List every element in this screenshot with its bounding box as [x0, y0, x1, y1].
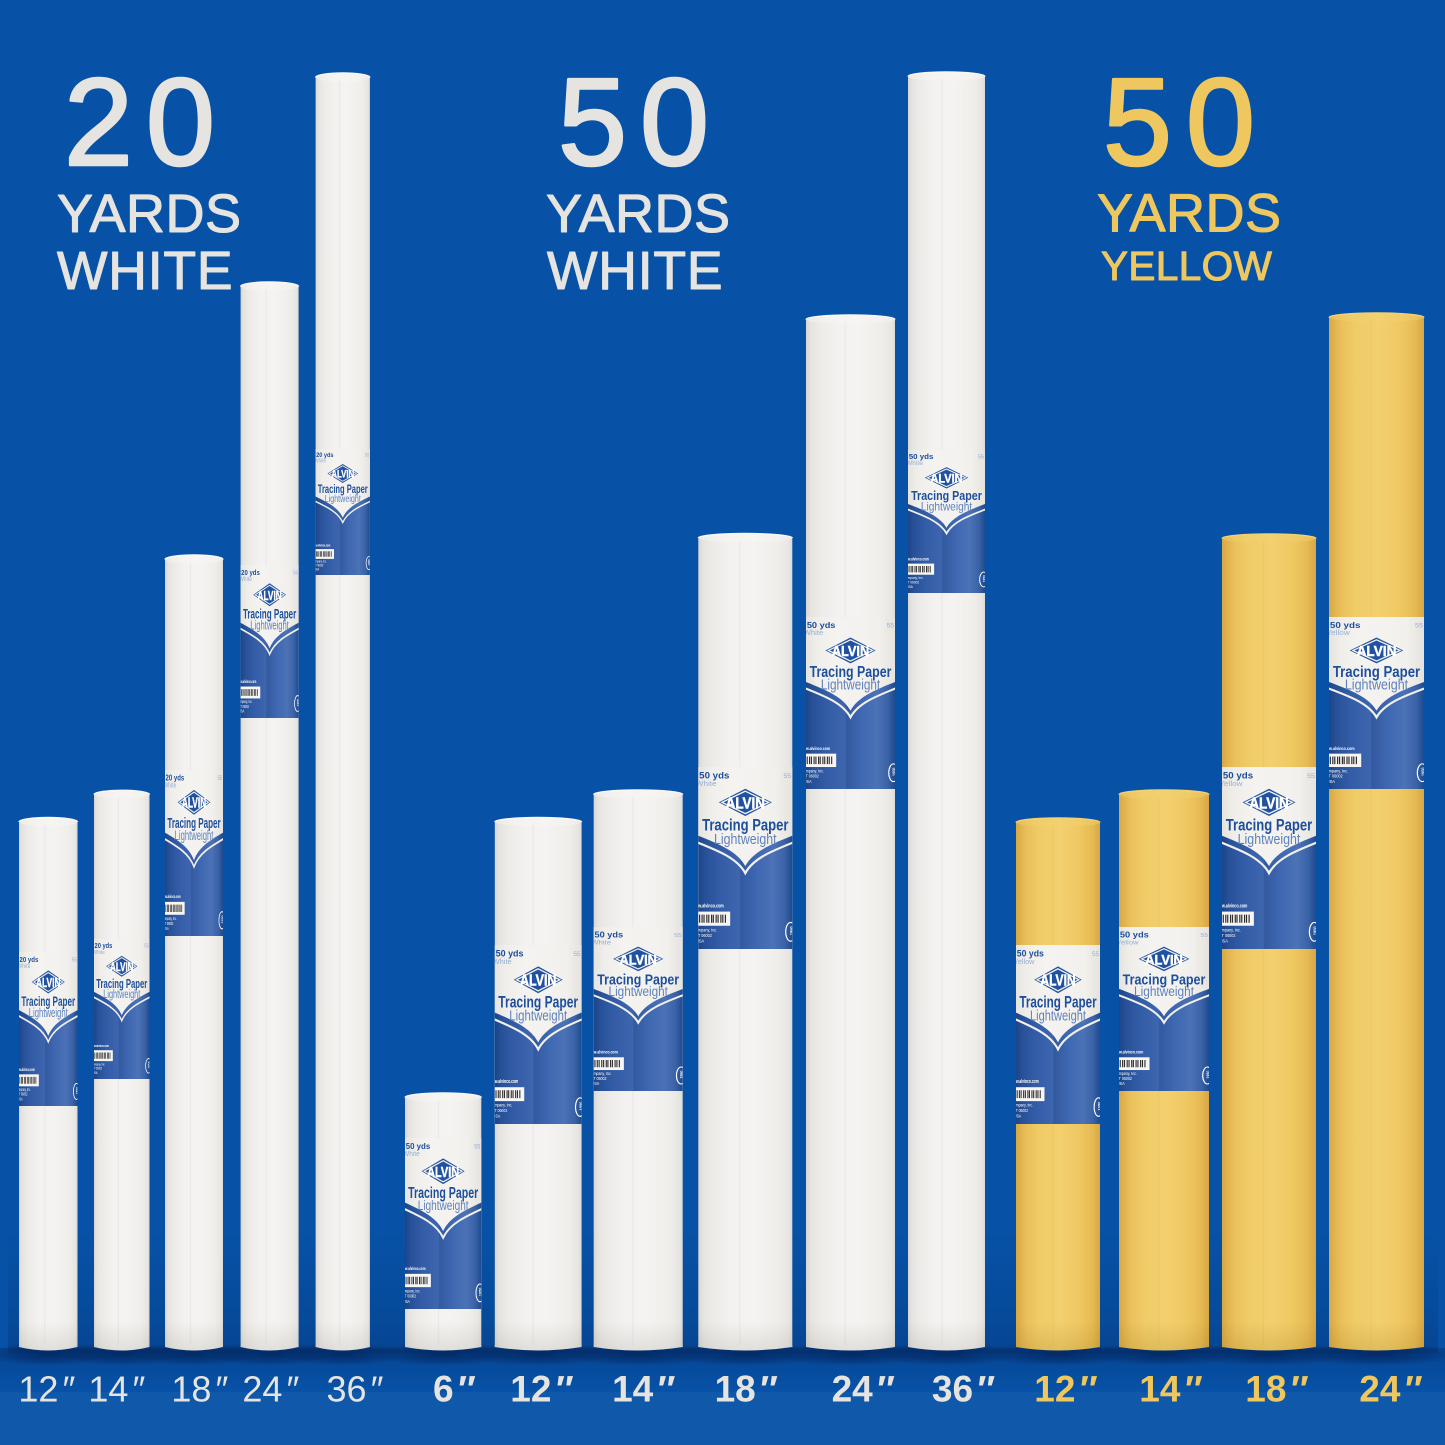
svg-text:20: 20: [64, 54, 228, 192]
svg-text:WHITE: WHITE: [547, 242, 723, 301]
svg-text:18″: 18″: [715, 1369, 779, 1410]
svg-text:YELLOW: YELLOW: [1101, 243, 1273, 289]
svg-text:50: 50: [1103, 54, 1269, 192]
svg-text:WHITE: WHITE: [57, 242, 233, 301]
svg-text:18″: 18″: [1245, 1369, 1309, 1410]
svg-text:14″: 14″: [1139, 1369, 1203, 1410]
svg-text:14″: 14″: [612, 1369, 676, 1410]
svg-text:18″: 18″: [171, 1369, 228, 1410]
svg-text:YARDS: YARDS: [1097, 184, 1282, 244]
svg-text:24″: 24″: [832, 1369, 896, 1410]
svg-text:14″: 14″: [88, 1369, 145, 1410]
svg-text:YARDS: YARDS: [546, 184, 731, 244]
svg-text:12″: 12″: [510, 1369, 574, 1410]
svg-text:12″: 12″: [18, 1369, 75, 1410]
svg-text:24″: 24″: [242, 1369, 299, 1410]
svg-text:36″: 36″: [932, 1369, 996, 1410]
svg-text:12″: 12″: [1034, 1369, 1098, 1410]
svg-text:YARDS: YARDS: [57, 184, 242, 244]
svg-text:50: 50: [558, 54, 722, 192]
svg-text:24″: 24″: [1359, 1369, 1423, 1410]
svg-text:36″: 36″: [326, 1369, 383, 1410]
